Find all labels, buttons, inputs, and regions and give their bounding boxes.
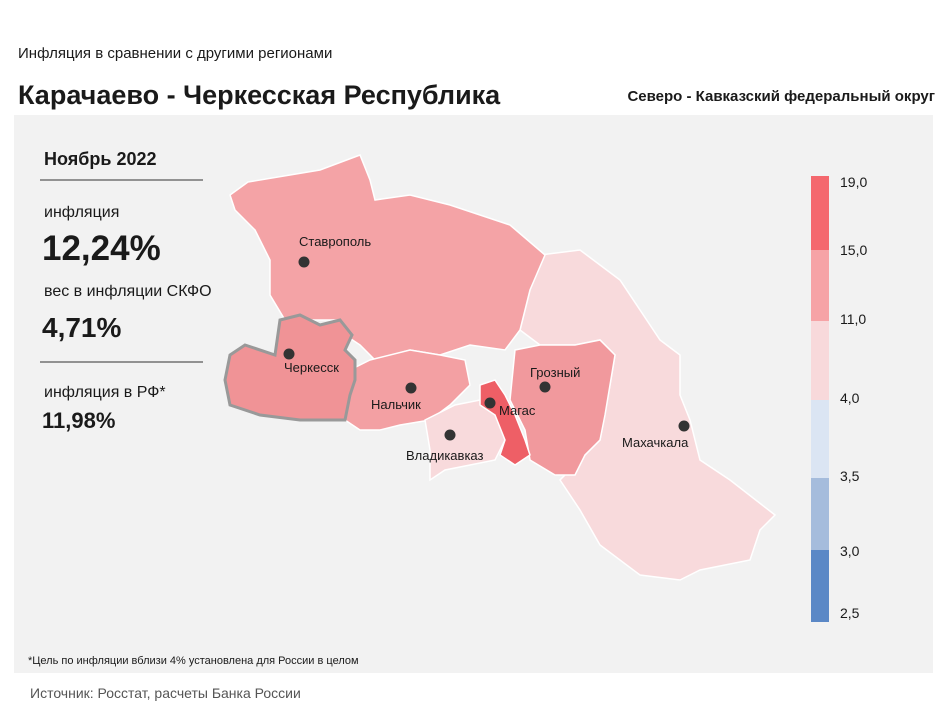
city-dot — [298, 256, 310, 268]
map — [223, 154, 777, 581]
legend-label: 3,0 — [840, 543, 860, 559]
legend-label: 15,0 — [840, 242, 867, 258]
city-dot — [405, 382, 417, 394]
city-label: Нальчик — [371, 397, 421, 412]
period: Ноябрь 2022 — [44, 149, 156, 169]
city-dot — [539, 381, 551, 393]
region-north-ossetia — [424, 399, 506, 482]
cities: Ставрополь Черкесск Нальчик Владикавказ … — [283, 234, 690, 463]
title: Карачаево - Черкесская Республика — [18, 80, 501, 110]
city-label: Ставрополь — [299, 234, 371, 249]
panel — [14, 115, 933, 673]
city-dot — [484, 397, 496, 409]
weight-label: вес в инфляции СКФО — [44, 283, 212, 300]
legend-label: 2,5 — [840, 605, 860, 621]
region-chechnya — [509, 339, 616, 476]
city-label: Владикавказ — [406, 448, 484, 463]
legend-swatch — [811, 250, 829, 321]
district: Северо - Кавказский федеральный округ — [627, 88, 935, 105]
inflation-label: инфляция — [44, 204, 119, 221]
city-label: Махачкала — [622, 435, 689, 450]
weight-value: 4,71% — [42, 312, 121, 343]
legend: 19,0 15,0 11,0 4,0 3,5 3,0 2,5 — [811, 174, 867, 622]
source: Источник: Росстат, расчеты Банка России — [30, 685, 301, 701]
region-karachay-cherkessia — [223, 313, 357, 422]
footnote: *Цель по инфляции вблизи 4% установлена … — [28, 655, 359, 667]
rf-value: 11,98% — [42, 408, 115, 433]
city-dot — [678, 420, 690, 432]
city-dot — [283, 348, 295, 360]
legend-swatch — [811, 478, 829, 550]
legend-label: 3,5 — [840, 468, 860, 484]
legend-swatch — [811, 400, 829, 478]
region-stavropol — [229, 154, 546, 361]
legend-label: 19,0 — [840, 174, 867, 190]
legend-swatch — [811, 321, 829, 400]
subtitle: Инфляция в сравнении с другими регионами — [18, 45, 332, 62]
legend-label: 4,0 — [840, 390, 860, 406]
legend-label: 11,0 — [840, 311, 866, 327]
city-label: Магас — [499, 403, 536, 418]
city-dot — [444, 429, 456, 441]
city-label: Грозный — [530, 365, 580, 380]
inflation-value: 12,24% — [42, 229, 161, 268]
legend-swatch — [811, 176, 829, 250]
city-label: Черкесск — [284, 360, 339, 375]
rf-label: инфляция в РФ* — [44, 384, 166, 401]
legend-swatch — [811, 550, 829, 622]
